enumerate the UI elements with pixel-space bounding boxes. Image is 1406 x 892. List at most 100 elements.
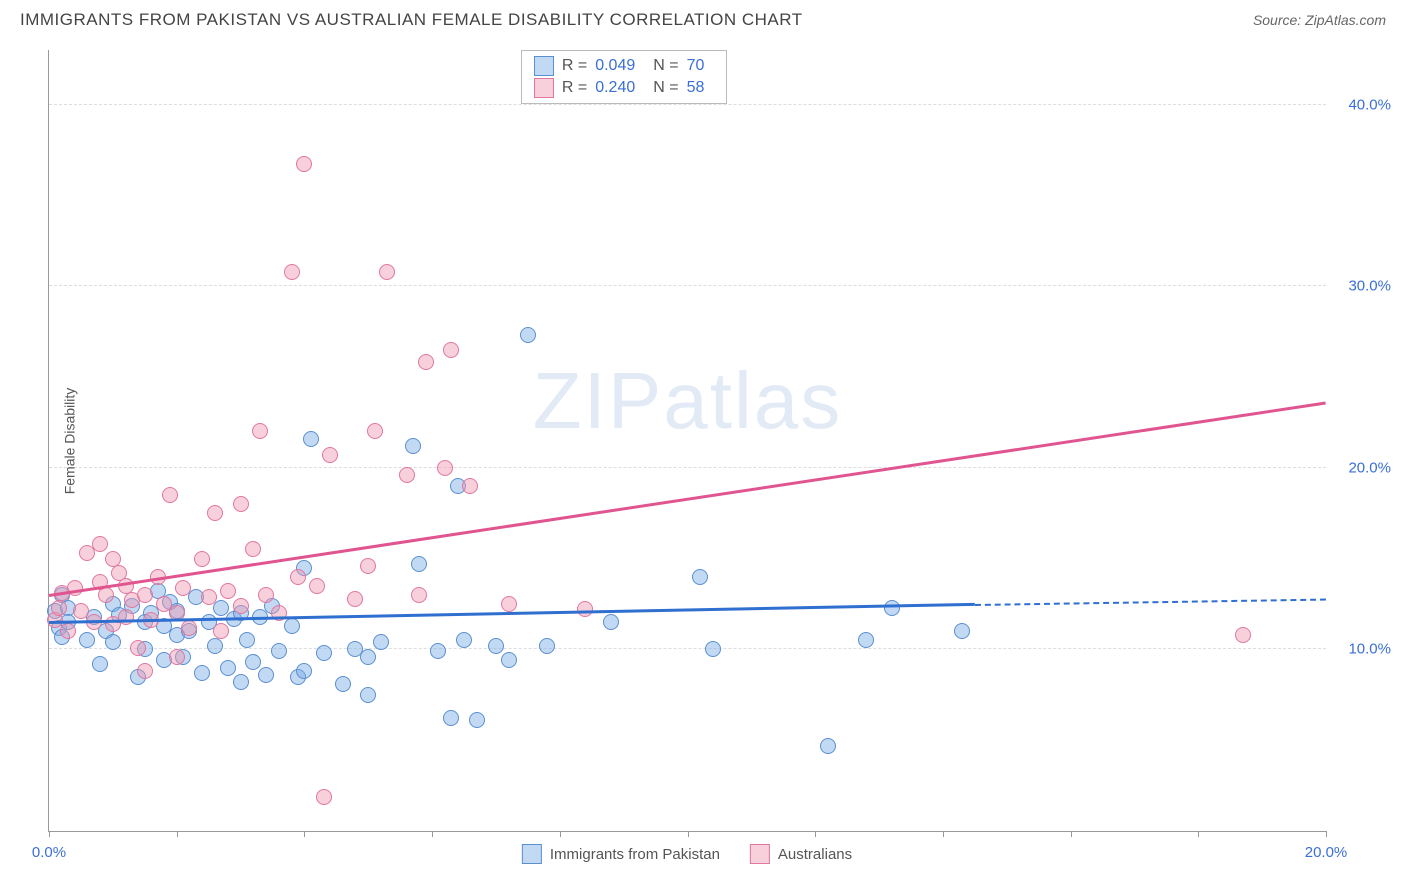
scatter-point-australians bbox=[411, 587, 427, 603]
x-tick bbox=[688, 831, 689, 837]
scatter-point-pakistan bbox=[92, 656, 108, 672]
y-axis-title: Female Disability bbox=[61, 388, 77, 495]
n-value: 70 bbox=[687, 57, 705, 75]
scatter-point-pakistan bbox=[105, 634, 121, 650]
legend-row-australians: R =0.240N =58 bbox=[534, 77, 715, 99]
x-tick bbox=[815, 831, 816, 837]
scatter-point-pakistan bbox=[405, 438, 421, 454]
scatter-point-pakistan bbox=[360, 649, 376, 665]
scatter-point-pakistan bbox=[296, 663, 312, 679]
scatter-point-australians bbox=[418, 354, 434, 370]
r-label: R = bbox=[562, 57, 587, 75]
scatter-point-australians bbox=[118, 609, 134, 625]
scatter-point-pakistan bbox=[603, 614, 619, 630]
scatter-point-australians bbox=[367, 423, 383, 439]
scatter-point-australians bbox=[162, 487, 178, 503]
scatter-point-australians bbox=[51, 600, 67, 616]
legend-swatch bbox=[534, 78, 554, 98]
scatter-point-australians bbox=[462, 478, 478, 494]
scatter-point-pakistan bbox=[954, 623, 970, 639]
legend-row-pakistan: R = 0.049 N = 70 bbox=[534, 55, 715, 77]
scatter-point-pakistan bbox=[233, 674, 249, 690]
x-tick bbox=[177, 831, 178, 837]
scatter-point-pakistan bbox=[443, 710, 459, 726]
scatter-point-australians bbox=[360, 558, 376, 574]
scatter-point-pakistan bbox=[360, 687, 376, 703]
scatter-point-australians bbox=[316, 789, 332, 805]
chart-container: ZIPatlas 10.0%20.0%30.0%40.0%0.0%20.0% F… bbox=[48, 50, 1326, 832]
x-tick bbox=[560, 831, 561, 837]
scatter-point-pakistan bbox=[820, 738, 836, 754]
scatter-point-australians bbox=[137, 663, 153, 679]
scatter-point-australians bbox=[252, 423, 268, 439]
scatter-point-pakistan bbox=[469, 712, 485, 728]
legend-swatch bbox=[522, 844, 542, 864]
x-tick bbox=[49, 831, 50, 837]
legend-label: Immigrants from Pakistan bbox=[550, 846, 720, 863]
scatter-point-australians bbox=[309, 578, 325, 594]
gridline bbox=[49, 467, 1326, 468]
scatter-point-pakistan bbox=[373, 634, 389, 650]
scatter-point-australians bbox=[296, 156, 312, 172]
scatter-point-pakistan bbox=[220, 660, 236, 676]
scatter-point-australians bbox=[130, 640, 146, 656]
r-label: R = bbox=[562, 79, 587, 97]
scatter-point-australians bbox=[213, 623, 229, 639]
scatter-point-pakistan bbox=[316, 645, 332, 661]
legend-swatch bbox=[534, 56, 554, 76]
scatter-point-pakistan bbox=[239, 632, 255, 648]
scatter-point-australians bbox=[258, 587, 274, 603]
y-tick-label: 30.0% bbox=[1348, 278, 1391, 295]
scatter-point-pakistan bbox=[705, 641, 721, 657]
scatter-point-pakistan bbox=[303, 431, 319, 447]
scatter-point-australians bbox=[201, 589, 217, 605]
scatter-point-pakistan bbox=[430, 643, 446, 659]
scatter-point-pakistan bbox=[411, 556, 427, 572]
plot-area: ZIPatlas 10.0%20.0%30.0%40.0%0.0%20.0% bbox=[48, 50, 1326, 832]
scatter-point-australians bbox=[169, 649, 185, 665]
x-tick bbox=[432, 831, 433, 837]
scatter-point-pakistan bbox=[692, 569, 708, 585]
scatter-point-pakistan bbox=[245, 654, 261, 670]
scatter-point-pakistan bbox=[456, 632, 472, 648]
scatter-point-australians bbox=[220, 583, 236, 599]
scatter-point-australians bbox=[175, 580, 191, 596]
chart-source: Source: ZipAtlas.com bbox=[1253, 12, 1386, 28]
scatter-point-pakistan bbox=[194, 665, 210, 681]
scatter-point-pakistan bbox=[271, 643, 287, 659]
legend-item-australians: Australians bbox=[750, 844, 852, 864]
legend-label: Australians bbox=[778, 846, 852, 863]
n-value: 58 bbox=[687, 79, 705, 97]
n-label: N = bbox=[653, 57, 678, 75]
scatter-point-australians bbox=[290, 569, 306, 585]
y-tick-label: 40.0% bbox=[1348, 96, 1391, 113]
watermark: ZIPatlas bbox=[533, 355, 842, 447]
scatter-point-pakistan bbox=[501, 652, 517, 668]
scatter-point-pakistan bbox=[539, 638, 555, 654]
scatter-point-pakistan bbox=[258, 667, 274, 683]
scatter-point-pakistan bbox=[884, 600, 900, 616]
scatter-point-pakistan bbox=[488, 638, 504, 654]
gridline bbox=[49, 648, 1326, 649]
scatter-point-australians bbox=[437, 460, 453, 476]
scatter-point-australians bbox=[443, 342, 459, 358]
scatter-point-australians bbox=[98, 587, 114, 603]
r-value: 0.049 bbox=[595, 57, 635, 75]
trend-line-dash-pakistan bbox=[975, 598, 1326, 605]
gridline bbox=[49, 285, 1326, 286]
series-legend: Immigrants from Pakistan Australians bbox=[522, 844, 852, 864]
scatter-point-pakistan bbox=[335, 676, 351, 692]
chart-title: IMMIGRANTS FROM PAKISTAN VS AUSTRALIAN F… bbox=[20, 10, 803, 30]
x-tick bbox=[304, 831, 305, 837]
x-tick bbox=[1071, 831, 1072, 837]
scatter-point-australians bbox=[233, 496, 249, 512]
scatter-point-australians bbox=[207, 505, 223, 521]
scatter-point-australians bbox=[1235, 627, 1251, 643]
scatter-point-australians bbox=[137, 587, 153, 603]
chart-header: IMMIGRANTS FROM PAKISTAN VS AUSTRALIAN F… bbox=[0, 0, 1406, 36]
r-value: 0.240 bbox=[595, 79, 635, 97]
x-tick-label: 0.0% bbox=[32, 844, 66, 861]
scatter-point-australians bbox=[399, 467, 415, 483]
scatter-point-australians bbox=[245, 541, 261, 557]
correlation-legend: R =0.049N =70R =0.240N =58 bbox=[521, 50, 728, 104]
